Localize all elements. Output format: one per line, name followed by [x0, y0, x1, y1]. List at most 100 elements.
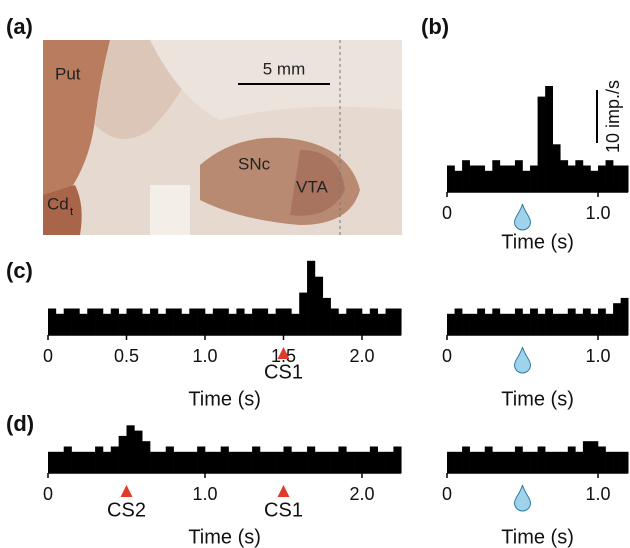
bar: [189, 308, 198, 335]
histogram: [48, 425, 402, 473]
bar: [598, 165, 606, 192]
bar: [522, 451, 531, 473]
bar: [613, 451, 621, 473]
event-label: CS2: [107, 499, 146, 521]
bar: [598, 446, 606, 473]
bar: [79, 451, 88, 473]
bar: [552, 451, 561, 473]
bar: [212, 451, 221, 473]
event-marker: [120, 485, 133, 497]
bar: [197, 308, 206, 335]
x-tick-label: 0: [442, 346, 452, 366]
scale-bar-label: 5 mm: [263, 59, 306, 78]
bar: [484, 170, 493, 192]
reward-drop: [513, 346, 532, 374]
bar: [283, 308, 292, 335]
bar: [507, 165, 516, 192]
region-label: Cd: [47, 194, 69, 213]
bar: [291, 313, 300, 335]
bar: [484, 313, 493, 335]
bar: [181, 313, 190, 335]
bar: [95, 446, 104, 473]
bar: [275, 451, 284, 473]
panel-label: (c): [6, 258, 33, 283]
x-tick-label: 1.0: [585, 484, 610, 504]
bar: [477, 308, 486, 335]
bar: [95, 308, 104, 335]
bar: [575, 160, 584, 192]
bar: [102, 313, 112, 335]
bar: [252, 308, 261, 335]
region-subscript: t: [70, 206, 73, 218]
x-tick-label: 0.5: [114, 346, 139, 366]
bar: [338, 313, 347, 335]
bar: [87, 451, 96, 473]
bar: [582, 165, 591, 192]
bar: [605, 313, 614, 335]
bar: [283, 446, 292, 473]
bar: [157, 313, 167, 335]
bar: [567, 446, 576, 473]
x-tick-label: 2.0: [349, 484, 374, 504]
bar: [522, 313, 531, 335]
x-tick-label: 0: [43, 484, 53, 504]
bar: [291, 451, 300, 473]
bar: [582, 441, 591, 473]
bar: [377, 451, 386, 473]
bar: [377, 313, 386, 335]
bar: [267, 451, 276, 473]
bar: [173, 308, 182, 335]
bar: [338, 446, 347, 473]
panel-label: (d): [6, 411, 34, 436]
reward-drop: [513, 484, 532, 512]
x-tick-label: 1.0: [192, 484, 217, 504]
bar: [393, 308, 402, 335]
bar: [236, 451, 245, 473]
bar: [173, 451, 182, 473]
bar: [447, 313, 455, 335]
histogram: [447, 441, 629, 473]
bar: [369, 308, 378, 335]
bar: [590, 170, 599, 192]
bar: [330, 451, 339, 473]
bar: [545, 86, 553, 192]
bar: [362, 313, 371, 335]
bar: [48, 308, 57, 335]
bar: [314, 451, 324, 473]
x-tick-label: 1.0: [192, 346, 217, 366]
bar: [514, 160, 523, 192]
bar: [369, 446, 378, 473]
bar: [605, 451, 614, 473]
x-tick-label: 0: [442, 484, 452, 504]
bar: [150, 308, 159, 335]
bar: [307, 446, 316, 473]
bar: [212, 308, 221, 335]
bar: [165, 308, 174, 335]
bar: [620, 451, 629, 473]
bar: [469, 451, 478, 473]
bar: [575, 313, 584, 335]
panel-label: (a): [6, 14, 33, 39]
bar: [530, 165, 538, 192]
bar: [134, 308, 143, 335]
bar: [582, 308, 591, 335]
bar: [87, 308, 96, 335]
bar: [567, 165, 576, 192]
histogram: [48, 260, 402, 335]
panel-label: (b): [421, 14, 449, 39]
bar: [484, 446, 493, 473]
bar: [102, 451, 112, 473]
histogram: [447, 297, 629, 335]
bar: [545, 451, 553, 473]
x-tick-label: 2.0: [349, 346, 374, 366]
bar: [205, 451, 214, 473]
bar: [110, 308, 119, 335]
bar: [220, 446, 229, 473]
x-tick-label: 0: [442, 203, 452, 223]
bar: [55, 451, 64, 473]
bar: [157, 451, 167, 473]
bar: [454, 451, 463, 473]
histology-image: 5 mm Put SNc VTA Cd t: [43, 40, 402, 235]
bar: [205, 313, 214, 335]
